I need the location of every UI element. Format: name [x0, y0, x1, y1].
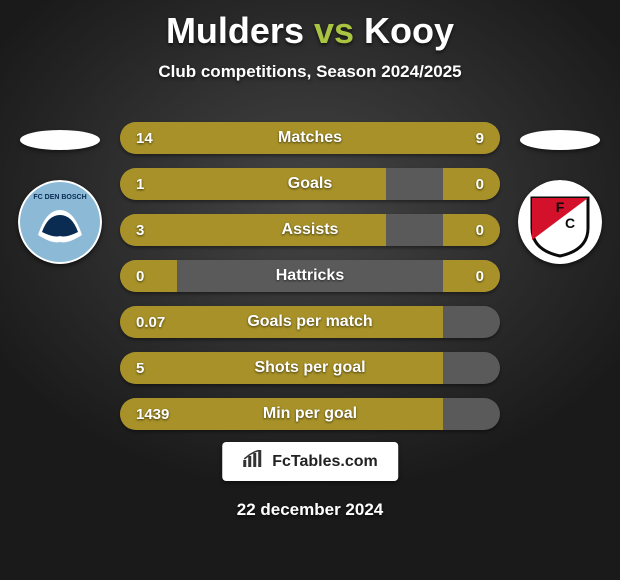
stat-row: 3Assists0: [120, 214, 500, 246]
crest-left: FC DEN BOSCH: [18, 180, 102, 264]
crest-right: F C: [518, 180, 602, 264]
svg-text:C: C: [565, 215, 575, 231]
stat-label: Assists: [200, 221, 420, 239]
stat-row: 14Matches9: [120, 122, 500, 154]
stat-label: Shots per goal: [200, 359, 420, 377]
stat-row: 0.07Goals per match: [120, 306, 500, 338]
stats-table: 14Matches91Goals03Assists00Hattricks00.0…: [120, 122, 500, 444]
comparison-title: Mulders vs Kooy: [0, 0, 620, 52]
club-right: F C: [510, 130, 610, 264]
stat-label: Hattricks: [200, 267, 420, 285]
stat-row: 1Goals0: [120, 168, 500, 200]
stat-row: 5Shots per goal: [120, 352, 500, 384]
stat-value-left: 3: [120, 222, 200, 239]
player-right-name: Kooy: [364, 10, 454, 51]
stat-value-left: 0: [120, 268, 200, 285]
stat-value-right: 0: [420, 268, 500, 285]
stat-value-right: 9: [420, 130, 500, 147]
stat-label: Min per goal: [200, 405, 420, 423]
svg-text:FC DEN BOSCH: FC DEN BOSCH: [33, 194, 86, 201]
stat-value-left: 5: [120, 360, 200, 377]
stat-label: Goals per match: [200, 313, 420, 331]
player-left-name: Mulders: [166, 10, 304, 51]
flag-right: [520, 130, 600, 150]
brand-badge[interactable]: FcTables.com: [222, 442, 398, 481]
stat-value-left: 1: [120, 176, 200, 193]
flag-left: [20, 130, 100, 150]
brand-text: FcTables.com: [272, 453, 378, 471]
stat-label: Goals: [200, 175, 420, 193]
svg-text:F: F: [556, 199, 565, 215]
comparison-date: 22 december 2024: [0, 500, 620, 520]
vs-word: vs: [314, 10, 354, 51]
stat-value-left: 1439: [120, 406, 200, 423]
stat-value-right: 0: [420, 176, 500, 193]
stat-value-left: 14: [120, 130, 200, 147]
stat-value-left: 0.07: [120, 314, 200, 331]
comparison-subtitle: Club competitions, Season 2024/2025: [0, 62, 620, 82]
stat-label: Matches: [200, 129, 420, 147]
stat-row: 0Hattricks0: [120, 260, 500, 292]
club-left: FC DEN BOSCH: [10, 130, 110, 264]
bar-chart-icon: [242, 450, 264, 473]
stat-row: 1439Min per goal: [120, 398, 500, 430]
stat-value-right: 0: [420, 222, 500, 239]
